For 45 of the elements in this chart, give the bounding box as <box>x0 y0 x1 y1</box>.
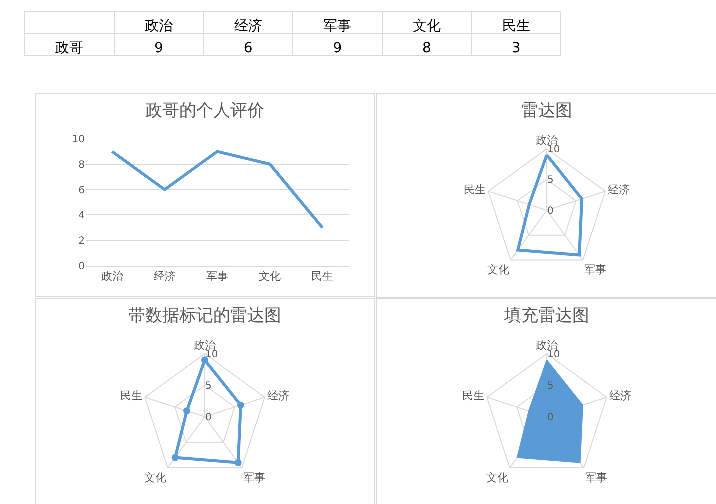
spoke-label: 经济 <box>609 390 632 403</box>
category-label: 文化 <box>413 18 441 34</box>
y-tick-label: 10 <box>548 349 560 360</box>
x-tick-label: 文化 <box>259 270 282 284</box>
y-tick-label: 5 <box>206 380 212 392</box>
x-tick-label: 政治 <box>101 270 124 284</box>
y-tick-label: 0 <box>206 412 212 424</box>
category-label: 军事 <box>324 18 352 34</box>
data-label: 6 <box>244 40 253 56</box>
y-tick-label: 0 <box>548 206 554 217</box>
y-tick-label: 10 <box>72 134 85 146</box>
data-label: 9 <box>333 40 342 56</box>
y-tick-label: 2 <box>78 236 85 248</box>
y-tick-label: 4 <box>78 210 85 222</box>
chart-title: 填充雷达图 <box>504 306 590 326</box>
y-tick-label: 10 <box>548 144 560 156</box>
spoke-label: 民生 <box>462 390 485 403</box>
chart-title: 带数据标记的雷达图 <box>128 306 282 326</box>
category-label: 经济 <box>234 18 262 34</box>
y-tick-label: 0 <box>78 262 85 272</box>
y-tick-label: 10 <box>206 349 218 360</box>
chart-title: 雷达图 <box>522 101 572 122</box>
y-tick-label: 6 <box>78 185 85 196</box>
spoke-label: 经济 <box>267 390 290 403</box>
chart-title: 政哥的个人评价 <box>146 101 264 121</box>
x-tick-label: 军事 <box>206 270 228 284</box>
data-label: 8 <box>422 40 432 56</box>
category-label: 政治 <box>145 18 173 34</box>
spoke-label: 文化 <box>144 471 166 484</box>
y-tick-label: 0 <box>548 412 554 424</box>
y-tick-label: 5 <box>548 380 554 392</box>
category-label: 民生 <box>502 18 530 34</box>
spoke-label: 文化 <box>486 471 508 484</box>
y-tick-label: 8 <box>78 160 85 171</box>
data-label: 3 <box>512 40 521 56</box>
spoke-label: 经济 <box>608 184 630 197</box>
spoke-label: 民生 <box>464 184 486 197</box>
spoke-label: 军事 <box>244 471 266 484</box>
x-tick-label: 经济 <box>154 270 176 284</box>
spoke-label: 军事 <box>586 471 608 484</box>
x-tick-label: 民生 <box>312 270 334 284</box>
y-tick-label: 5 <box>548 175 554 186</box>
text: 政哥 <box>56 40 84 56</box>
spoke-label: 民生 <box>120 390 143 403</box>
data-label: 9 <box>154 40 164 56</box>
